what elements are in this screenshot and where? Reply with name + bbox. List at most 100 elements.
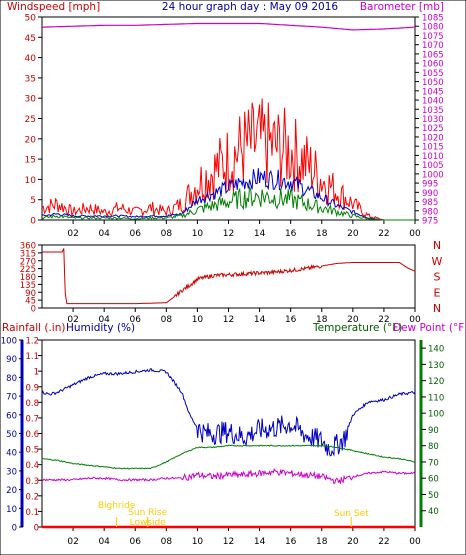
baro-right-tick-label: 1035 <box>422 106 444 116</box>
annotation-label: Sun Set <box>334 509 369 519</box>
annotation-label: Lowside <box>130 518 167 528</box>
baro-right-tick-label: 1020 <box>422 133 444 143</box>
humidity-tick-label: 40 <box>6 449 17 459</box>
rain-tick-label: 0.9 <box>25 383 39 393</box>
wind-x-tick-label: 04 <box>98 229 110 239</box>
direction-x-tick-label: 18 <box>316 315 328 325</box>
temperature-tick-label: 70 <box>428 458 439 468</box>
temperature-tick-label: 60 <box>428 475 439 485</box>
direction-x-tick-label: 08 <box>161 315 173 325</box>
baro-right-tick-label: 1070 <box>422 41 444 51</box>
humidity-axis-label: Humidity (%) <box>66 322 135 334</box>
rain-tick-label: 0.4 <box>25 461 39 471</box>
dewpoint-line <box>41 468 416 484</box>
rht-x-tick-label: 14 <box>254 537 266 547</box>
humidity-tick-label: 80 <box>6 374 17 384</box>
baro-right-tick-label: 985 <box>422 198 438 208</box>
temperature-tick-label: 140 <box>428 345 444 355</box>
baro-right-tick-label: 990 <box>422 189 438 199</box>
baro-right-tick-label: 1060 <box>422 60 444 70</box>
rain-tick-label: 1 <box>34 368 39 378</box>
compass-direction-label: E <box>434 286 441 299</box>
direction-y-tick-label: 225 <box>20 265 36 275</box>
wind-x-tick-label: 08 <box>161 229 173 239</box>
temperature-line <box>41 444 416 470</box>
baro-right-tick-label: 1085 <box>422 14 444 24</box>
rht-x-tick-label: 04 <box>98 537 110 547</box>
wind-x-tick-label: 18 <box>316 229 328 239</box>
humidity-tick-label: 60 <box>6 411 17 421</box>
wind-x-tick-label: 16 <box>285 229 297 239</box>
wind-left-tick-label: 45 <box>25 34 36 44</box>
rain-tick-label: 0.7 <box>25 414 39 424</box>
wind-speed-line <box>41 186 415 221</box>
wind-x-tick-label: 20 <box>347 229 359 239</box>
temperature-tick-label: 80 <box>428 442 439 452</box>
temperature-tick-label: 130 <box>428 361 444 371</box>
direction-y-tick-label: 135 <box>20 281 36 291</box>
direction-x-tick-label: 04 <box>98 315 110 325</box>
compass-direction-label: W <box>432 255 443 268</box>
rht-x-tick-label: 06 <box>130 537 142 547</box>
direction-y-tick-label: 270 <box>20 257 36 267</box>
rht-x-tick-label: 18 <box>316 537 328 547</box>
humidity-line <box>41 367 416 457</box>
humidity-tick-label: 50 <box>6 430 17 440</box>
temperature-tick-label: 40 <box>428 507 439 517</box>
rain-tick-label: 0.6 <box>25 430 39 440</box>
direction-x-tick-label: 12 <box>223 315 234 325</box>
temperature-tick-label: 50 <box>428 491 439 501</box>
wind-panel: 24 hour graph day : May 09 2016 Windspee… <box>7 1 444 239</box>
compass-direction-label: N <box>433 302 441 315</box>
rain-tick-label: 1.1 <box>25 352 39 362</box>
rht-x-tick-label: 22 <box>378 537 389 547</box>
wind-left-tick-label: 20 <box>25 135 37 145</box>
rht-x-tick-label: 12 <box>223 537 234 547</box>
temperature-axis-label: Temperature (°F) <box>312 322 402 334</box>
rht-x-tick-label: 08 <box>161 537 173 547</box>
humidity-tick-label: 100 <box>1 337 17 347</box>
baro-right-tick-label: 1055 <box>422 69 444 79</box>
annotation-label: Sun Rise <box>128 508 167 518</box>
direction-x-tick-label: 10 <box>192 315 204 325</box>
barometer-line <box>41 22 415 31</box>
humidity-tick-label: 90 <box>6 355 17 365</box>
rain-tick-label: 1.2 <box>25 337 39 347</box>
rht-x-tick-label: 10 <box>192 537 204 547</box>
compass-direction-label: N <box>433 239 441 252</box>
humidity-tick-label: 30 <box>6 467 17 477</box>
baro-right-tick-label: 1000 <box>422 170 444 180</box>
temperature-tick-label: 110 <box>428 393 444 403</box>
wind-title: 24 hour graph day : May 09 2016 <box>162 1 338 13</box>
baro-right-tick-label: 1010 <box>422 152 444 162</box>
baro-right-tick-label: 1065 <box>422 50 444 60</box>
wind-x-tick-label: 02 <box>67 229 78 239</box>
humidity-tick-label: 20 <box>6 486 17 496</box>
rain-tick-label: 0.5 <box>25 446 39 456</box>
direction-x-tick-label: 22 <box>378 315 389 325</box>
direction-y-tick-label: 0 <box>31 305 36 315</box>
baro-right-tick-label: 1005 <box>422 161 444 171</box>
wind-direction-line <box>42 248 416 305</box>
direction-x-tick-label: 02 <box>67 315 78 325</box>
baro-right-tick-label: 1040 <box>422 97 444 107</box>
wind-left-tick-label: 25 <box>25 115 36 125</box>
baro-right-tick-label: 1030 <box>422 115 444 125</box>
baro-right-tick-label: 1015 <box>422 143 444 153</box>
rht-x-tick-label: 20 <box>347 537 359 547</box>
wind-left-tick-label: 40 <box>25 54 37 64</box>
baro-right-tick-label: 1050 <box>422 78 444 88</box>
direction-y-tick-label: 180 <box>20 273 36 283</box>
compass-direction-label: S <box>434 271 441 284</box>
wind-x-tick-label: 06 <box>130 229 142 239</box>
direction-x-tick-label: 16 <box>285 315 297 325</box>
temperature-tick-label: 120 <box>428 377 444 387</box>
rain-tick-label: 0.8 <box>25 399 39 409</box>
wind-x-tick-label: 12 <box>223 229 234 239</box>
wind-left-tick-label: 15 <box>25 156 36 166</box>
baro-right-tick-label: 1080 <box>422 23 444 33</box>
rht-x-tick-label: 16 <box>285 537 297 547</box>
direction-x-tick-label: 20 <box>347 315 359 325</box>
